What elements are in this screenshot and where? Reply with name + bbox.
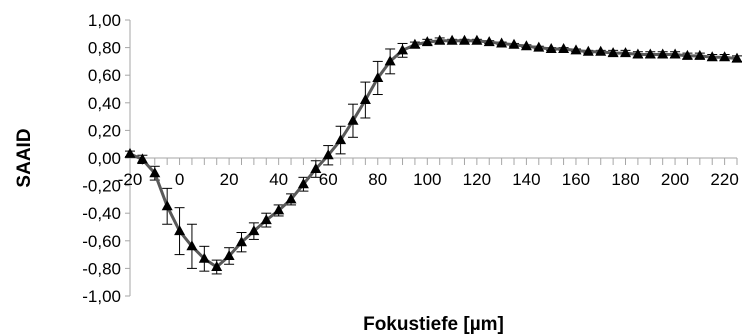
y-tick-label: -0,20 bbox=[82, 177, 121, 196]
data-point bbox=[248, 225, 260, 236]
x-axis-title: Fokustiefe [µm] bbox=[363, 314, 504, 335]
data-point bbox=[161, 200, 173, 211]
x-tick-label: 160 bbox=[562, 170, 590, 189]
data-point bbox=[669, 48, 681, 59]
data-point bbox=[607, 47, 619, 58]
data-point bbox=[384, 55, 396, 66]
data-point bbox=[632, 48, 644, 59]
error-bars bbox=[125, 37, 742, 275]
data-point bbox=[174, 225, 186, 236]
data-point bbox=[409, 38, 421, 49]
data-point bbox=[681, 49, 693, 60]
data-point bbox=[459, 34, 470, 45]
data-point bbox=[198, 252, 210, 263]
y-tick-label: 0,60 bbox=[88, 66, 121, 85]
series-line bbox=[129, 39, 738, 269]
data-point bbox=[595, 45, 607, 56]
data-point bbox=[520, 40, 532, 51]
data-point bbox=[260, 214, 272, 225]
y-tick-label: 0,20 bbox=[88, 121, 121, 140]
data-point bbox=[545, 43, 557, 53]
data-point bbox=[471, 34, 483, 45]
data-point bbox=[322, 149, 334, 160]
data-point bbox=[136, 153, 148, 164]
data-point bbox=[694, 49, 706, 60]
data-point bbox=[731, 52, 742, 63]
data-point bbox=[149, 167, 161, 178]
y-axis-title: SAAID bbox=[14, 128, 35, 187]
x-tick-label: 20 bbox=[220, 170, 239, 189]
x-tick-label: -20 bbox=[118, 170, 143, 189]
data-point bbox=[310, 163, 322, 173]
data-point bbox=[297, 178, 309, 189]
x-tick-label: 180 bbox=[611, 170, 639, 189]
data-point bbox=[421, 36, 433, 47]
data-point bbox=[223, 250, 235, 260]
data-point bbox=[706, 51, 718, 62]
data-point bbox=[533, 41, 545, 52]
data-point bbox=[508, 38, 520, 49]
series-line-group bbox=[129, 39, 738, 269]
y-tick-label: -0,60 bbox=[82, 232, 121, 251]
y-tick-label: -0,80 bbox=[82, 259, 121, 278]
x-tick-label: 80 bbox=[368, 170, 387, 189]
data-point bbox=[434, 34, 446, 45]
data-point bbox=[582, 45, 594, 56]
x-tick-label: 200 bbox=[661, 170, 689, 189]
y-tick-label: -1,00 bbox=[82, 287, 121, 306]
data-point bbox=[657, 48, 669, 59]
data-point bbox=[620, 47, 631, 58]
data-point bbox=[124, 147, 136, 158]
data-point bbox=[359, 94, 371, 104]
x-axis bbox=[129, 157, 738, 165]
data-point bbox=[446, 34, 458, 45]
data-point bbox=[719, 51, 731, 62]
y-tick-label: 1,00 bbox=[88, 11, 121, 30]
x-tick-label: 140 bbox=[512, 170, 540, 189]
data-markers bbox=[124, 34, 742, 271]
data-point bbox=[335, 134, 347, 145]
data-point bbox=[186, 240, 198, 251]
data-point bbox=[644, 48, 656, 59]
y-tick-label: -0,40 bbox=[82, 204, 121, 223]
data-point bbox=[496, 37, 508, 48]
y-tick-label: 0,00 bbox=[88, 149, 121, 168]
x-tick-label: 120 bbox=[463, 170, 491, 189]
y-tick-labels: 1,00 0,80 0,60 0,40 0,20 0,00 -0,20 -0,40 -0,60 -… bbox=[82, 11, 121, 306]
data-point bbox=[483, 36, 495, 47]
y-tick-label: 0,80 bbox=[88, 39, 121, 58]
x-tick-label: 220 bbox=[710, 170, 738, 189]
x-tick-labels: -20 0 20 40 60 80 100 120 140 160 180 200 220 bbox=[118, 170, 739, 189]
data-point bbox=[372, 72, 384, 82]
x-tick-label: 60 bbox=[319, 170, 338, 189]
data-point bbox=[273, 204, 285, 215]
data-point bbox=[211, 261, 223, 271]
data-point bbox=[397, 44, 408, 55]
y-tick-label: 0,40 bbox=[88, 94, 121, 113]
data-point bbox=[558, 43, 570, 53]
data-point bbox=[570, 44, 582, 55]
data-point bbox=[347, 114, 359, 125]
y-axis bbox=[125, 19, 131, 297]
x-tick-label: 40 bbox=[269, 170, 288, 189]
x-tick-label: 100 bbox=[413, 170, 441, 189]
data-point bbox=[285, 193, 297, 204]
x-tick-label: 0 bbox=[175, 170, 184, 189]
data-point bbox=[236, 236, 247, 247]
